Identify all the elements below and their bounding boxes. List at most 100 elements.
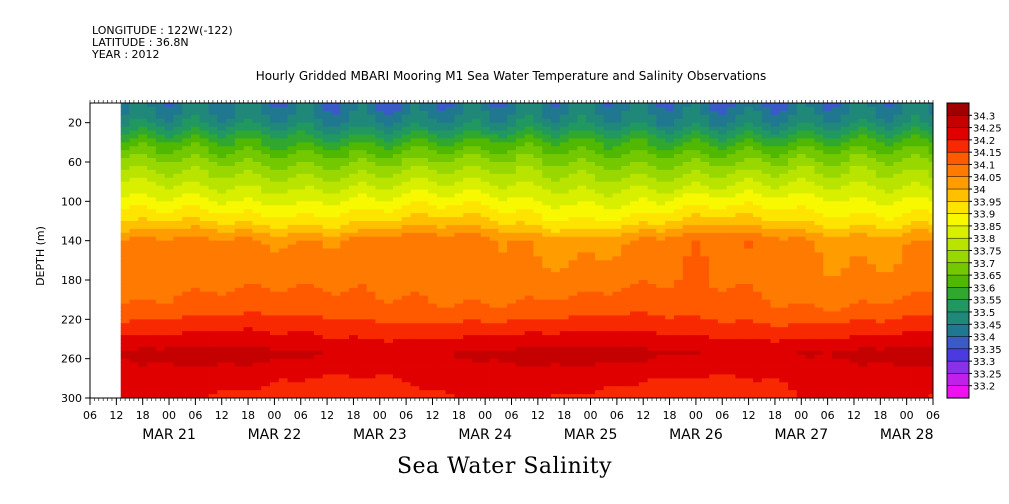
heatmap-cell: [551, 331, 561, 336]
heatmap-cell: [568, 224, 578, 230]
heatmap-cell: [551, 354, 561, 360]
heatmap-cell: [401, 268, 411, 273]
heatmap-cell: [278, 193, 288, 198]
heatmap-cell: [436, 252, 447, 257]
heatmap-cell: [656, 169, 666, 175]
heatmap-cell: [243, 150, 253, 155]
heatmap-cell: [603, 217, 613, 222]
heatmap-cell: [419, 201, 429, 206]
heatmap-cell: [621, 228, 631, 234]
heatmap-cell: [436, 331, 447, 336]
heatmap-cell: [349, 232, 359, 238]
heatmap-cell: [419, 354, 429, 360]
heatmap-cell: [665, 232, 675, 238]
heatmap-cell: [682, 217, 692, 222]
heatmap-cell: [463, 303, 473, 308]
heatmap-cell: [533, 366, 543, 371]
heatmap-cell: [656, 118, 666, 124]
heatmap-cell: [234, 110, 245, 116]
heatmap-cell: [138, 374, 148, 379]
heatmap-cell: [515, 291, 526, 297]
heatmap-cell: [384, 378, 394, 383]
heatmap-cell: [498, 248, 508, 253]
heatmap-cell: [401, 248, 411, 253]
heatmap-cell: [524, 362, 534, 367]
heatmap-cell: [489, 224, 499, 230]
heatmap-cell: [621, 110, 631, 116]
heatmap-cell: [155, 240, 166, 245]
heatmap-cell: [507, 378, 517, 383]
heatmap-cell: [542, 335, 552, 340]
heatmap-cell: [190, 173, 201, 179]
heatmap-cell: [208, 162, 218, 167]
heatmap-cell: [384, 114, 394, 120]
heatmap-cell: [331, 205, 341, 210]
heatmap-cell: [559, 378, 569, 383]
heatmap-cell: [463, 236, 473, 242]
heatmap-cell: [507, 307, 517, 312]
heatmap-cell: [392, 319, 403, 324]
heatmap-cell: [349, 201, 359, 206]
heatmap-cell: [630, 185, 640, 190]
heatmap-cell: [691, 158, 701, 163]
heatmap-cell: [129, 268, 139, 273]
heatmap-cell: [551, 280, 561, 285]
heatmap-cell: [612, 165, 622, 171]
heatmap-cell: [217, 221, 227, 226]
heatmap-cell: [428, 323, 438, 328]
heatmap-cell: [551, 122, 561, 127]
heatmap-cell: [366, 224, 376, 230]
heatmap-cell: [401, 311, 411, 316]
heatmap-cell: [498, 311, 508, 316]
heatmap-cell: [665, 370, 675, 375]
heatmap-cell: [428, 342, 438, 348]
heatmap-cell: [313, 173, 324, 179]
heatmap-cell: [270, 362, 280, 367]
heatmap-cell: [261, 378, 271, 383]
heatmap-cell: [454, 217, 464, 222]
heatmap-cell: [322, 114, 332, 120]
heatmap-cell: [164, 103, 174, 108]
heatmap-cell: [261, 283, 271, 289]
heatmap-cell: [252, 134, 262, 139]
heatmap-cell: [691, 126, 701, 131]
heatmap-cell: [375, 217, 385, 222]
heatmap-cell: [630, 307, 640, 312]
heatmap-cell: [507, 217, 517, 222]
heatmap-cell: [199, 106, 209, 112]
heatmap-cell: [252, 280, 262, 285]
heatmap-cell: [270, 272, 280, 277]
heatmap-cell: [129, 378, 139, 383]
heatmap-cell: [568, 295, 578, 301]
heatmap-cell: [243, 339, 253, 344]
heatmap-cell: [656, 252, 666, 257]
heatmap-cell: [208, 303, 218, 308]
heatmap-cell: [621, 221, 631, 226]
heatmap-cell: [463, 106, 473, 112]
heatmap-cell: [331, 339, 341, 344]
heatmap-cell: [630, 299, 640, 304]
heatmap-cell: [568, 260, 578, 265]
heatmap-cell: [638, 236, 649, 242]
heatmap-cell: [533, 319, 543, 324]
heatmap-cell: [305, 122, 315, 127]
heatmap-cell: [287, 299, 297, 304]
heatmap-cell: [682, 342, 692, 348]
heatmap-cell: [586, 319, 596, 324]
heatmap-cell: [647, 248, 657, 253]
heatmap-cell: [129, 209, 139, 214]
heatmap-cell: [270, 130, 280, 135]
heatmap-cell: [577, 287, 587, 293]
heatmap-cell: [638, 268, 649, 273]
heatmap-cell: [147, 394, 157, 399]
heatmap-cell: [665, 327, 675, 332]
heatmap-cell: [340, 295, 350, 301]
heatmap-cell: [682, 276, 692, 281]
heatmap-cell: [471, 106, 482, 112]
heatmap-cell: [313, 374, 324, 379]
heatmap-cell: [182, 248, 192, 253]
heatmap-cell: [436, 103, 447, 108]
heatmap-cell: [199, 382, 209, 387]
heatmap-cell: [515, 221, 526, 226]
heatmap-cell: [463, 287, 473, 293]
